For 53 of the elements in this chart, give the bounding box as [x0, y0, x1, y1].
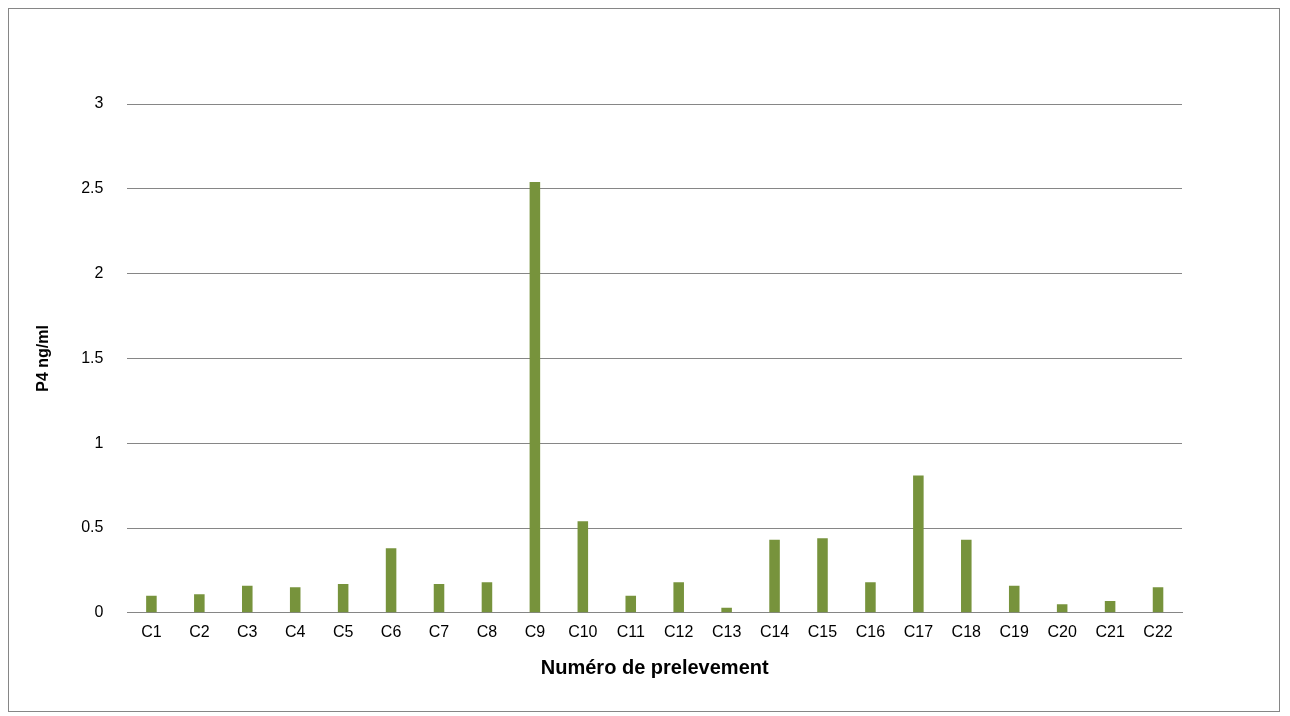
x-tick-label: C21: [1095, 622, 1125, 640]
y-tick-label: 0.5: [81, 518, 104, 536]
x-tick-label: C20: [1047, 622, 1077, 640]
x-tick-label: C17: [903, 622, 934, 640]
x-tick-label: C4: [284, 622, 306, 640]
bar: [865, 582, 876, 613]
x-tick-label: C14: [759, 622, 790, 640]
x-tick-label: C12: [664, 622, 694, 640]
bar: [529, 182, 541, 613]
x-tick-label: C2: [189, 622, 210, 640]
bar: [673, 582, 684, 613]
x-axis-title: Numéro de prelevement: [540, 655, 769, 678]
bar: [769, 539, 780, 613]
bar: [337, 583, 349, 613]
x-tick-label: C19: [999, 622, 1029, 640]
x-tick-label: C11: [616, 622, 645, 640]
bar: [625, 595, 637, 613]
bar: [194, 594, 205, 613]
x-tick-label: C15: [807, 622, 838, 640]
bar: [242, 585, 253, 613]
x-tick-label: C10: [568, 622, 598, 640]
y-tick-label: 2: [94, 264, 104, 282]
x-tick-label: C13: [711, 622, 742, 640]
bar: [481, 582, 493, 613]
x-tick-label: C7: [428, 622, 450, 640]
bar: [1104, 600, 1116, 613]
bar: [1056, 604, 1068, 613]
x-tick-label: C9: [524, 622, 546, 640]
bar: [1008, 585, 1020, 613]
y-tick-label: 2.5: [81, 179, 104, 197]
bar: [385, 548, 397, 613]
x-tick-label: C1: [141, 622, 162, 640]
y-tick-label: 3: [94, 94, 104, 112]
y-axis-title: P4 ng/ml: [34, 325, 52, 392]
x-tick-label: C5: [332, 622, 354, 640]
y-tick-label: 1: [94, 433, 104, 451]
x-tick-label: C8: [476, 622, 498, 640]
bar: [289, 587, 301, 613]
x-tick-label: C22: [1143, 622, 1173, 640]
bar: [913, 475, 924, 613]
bar: [433, 583, 445, 613]
bar: [577, 521, 589, 613]
x-tick-label: C6: [380, 622, 402, 640]
y-tick-label: 1.5: [81, 348, 104, 366]
bar: [961, 539, 972, 613]
bar: [1152, 587, 1164, 613]
x-tick-label: C18: [951, 622, 982, 640]
bar: [721, 607, 732, 613]
x-tick-label: C16: [855, 622, 886, 640]
y-tick-label: 0: [94, 603, 104, 621]
bar: [146, 595, 157, 613]
x-tick-label: C3: [237, 622, 258, 640]
bar: [817, 538, 828, 613]
